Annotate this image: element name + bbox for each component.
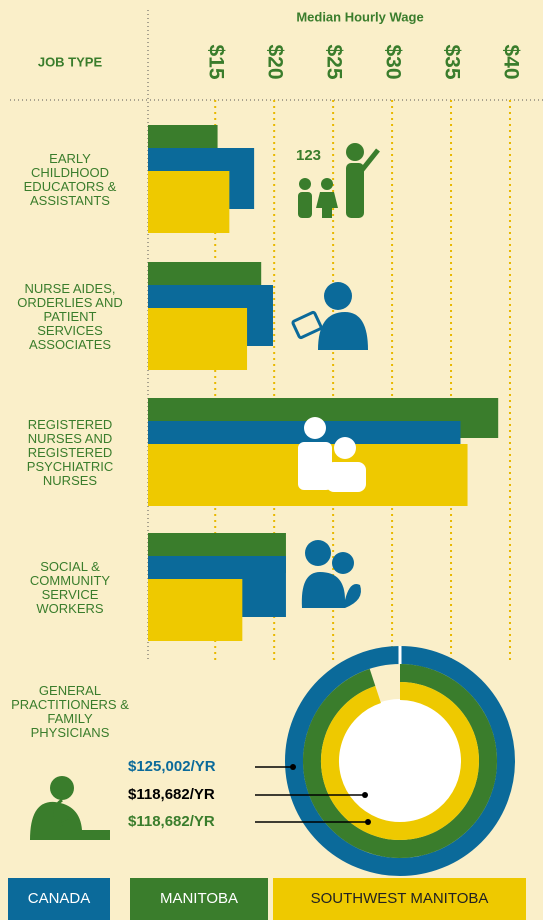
- chart-title: Median Hourly Wage: [296, 9, 423, 24]
- legend-item: MANITOBA: [130, 878, 268, 920]
- leader-dot: [365, 819, 371, 825]
- icon-text: 123: [296, 147, 321, 164]
- icons: 123: [30, 143, 380, 840]
- leader-dot: [362, 792, 368, 798]
- legend-item: CANADA: [8, 878, 110, 920]
- bar: [148, 579, 243, 641]
- x-tick-label: $35: [440, 44, 463, 79]
- bar: [148, 308, 248, 370]
- x-tick-label: $40: [499, 44, 522, 79]
- bar: [148, 171, 230, 233]
- category-label: NURSE AIDES, ORDERLIES AND PATIENT SERVI…: [17, 281, 123, 352]
- value-label: $118,682/YR: [128, 786, 215, 803]
- donut-center: [338, 699, 462, 823]
- legend-item: SOUTHWEST MANITOBA: [273, 878, 526, 920]
- axis-label: JOB TYPE: [38, 54, 103, 69]
- leader-dot: [290, 764, 296, 770]
- category-label: SOCIAL & COMMUNITY SERVICE WORKERS: [29, 559, 111, 616]
- x-tick-label: $30: [382, 44, 405, 79]
- category-label: REGISTERED NURSES AND REGISTERED PSYCHIA…: [26, 417, 114, 488]
- x-tick-label: $20: [264, 44, 287, 79]
- category-label: GENERAL PRACTITIONERS & FAMILY PHYSICIAN…: [11, 683, 129, 740]
- value-label: $118,682/YR: [128, 813, 215, 830]
- category-label: EARLY CHILDHOOD EDUCATORS & ASSISTANTS: [23, 151, 117, 208]
- donut-ring: [303, 664, 497, 858]
- x-tick-label: $15: [205, 44, 228, 79]
- donut-ring: [321, 682, 479, 840]
- value-label: $125,002/YR: [128, 758, 216, 775]
- x-tick-label: $25: [323, 44, 346, 79]
